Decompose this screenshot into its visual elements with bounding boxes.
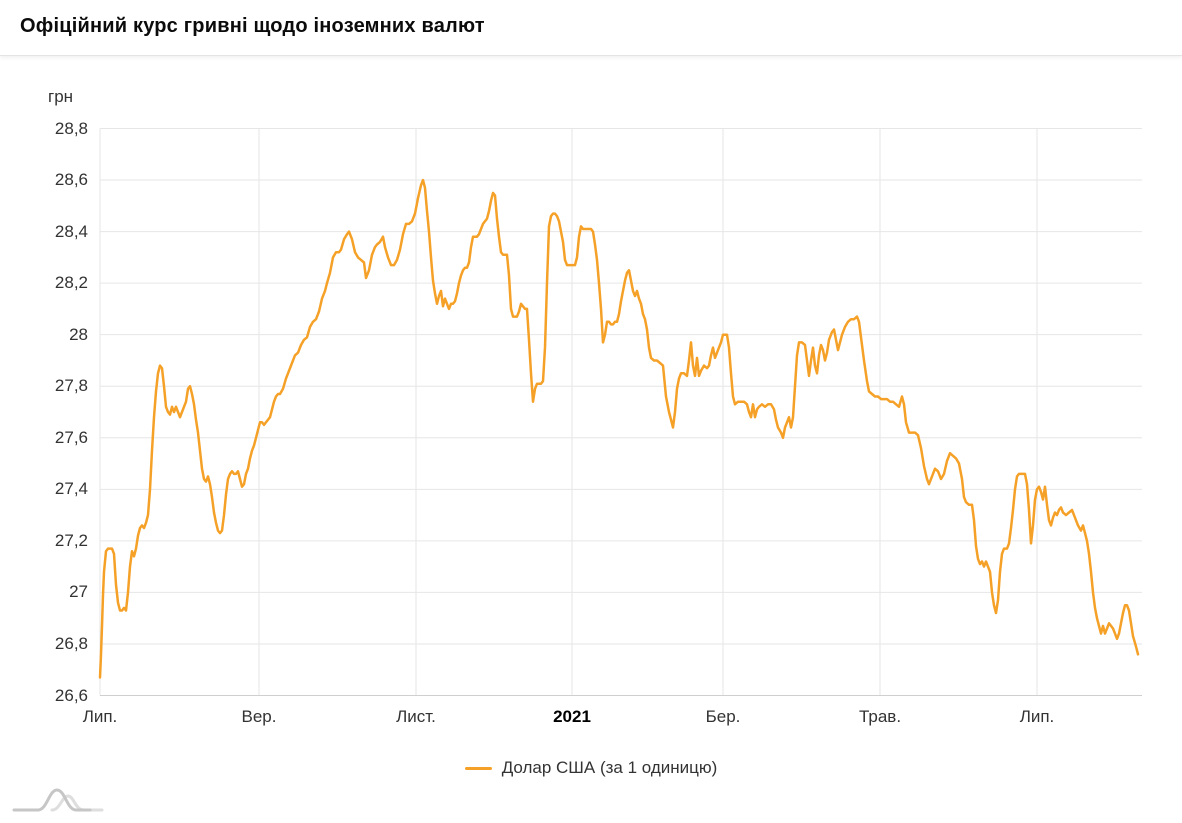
x-axis-tick-label: Вер. (241, 707, 277, 726)
y-axis-tick-label: 28,6 (54, 170, 88, 190)
y-axis-tick-label: 27,6 (54, 427, 88, 447)
page-header: Офіційний курс гривні щодо іноземних вал… (0, 0, 1182, 56)
legend-label: Долар США (за 1 одиницю) (501, 758, 718, 777)
y-axis-tick-label: 27 (69, 582, 88, 602)
line-chart-curve-logo-icon (12, 788, 104, 812)
y-axis-tick-label: 26,6 (54, 685, 88, 705)
legend-line-swatch (464, 766, 492, 770)
x-axis-tick-label: Лист. (396, 707, 436, 726)
y-axis-tick-label: 27,8 (54, 376, 88, 396)
y-axis-tick-label: 28,8 (54, 118, 88, 138)
y-axis-tick-label: 26,8 (54, 633, 88, 653)
y-axis-tick-label: 28,4 (54, 221, 88, 241)
page-title: Офіційний курс гривні щодо іноземних вал… (20, 15, 485, 37)
x-axis-tick-label: Трав. (858, 707, 902, 726)
usd-rate-line-series (98, 178, 1140, 679)
x-axis-tick-label: Лип. (82, 707, 118, 726)
x-axis-tick-label: Лип. (1019, 707, 1055, 726)
y-axis-tick-label: 28,2 (54, 273, 88, 293)
y-axis-unit-label: грн (48, 87, 74, 106)
x-axis-tick-label: Бер. (705, 707, 741, 726)
legend[interactable]: Долар США (за 1 одиницю) (0, 758, 1182, 778)
x-axis-tick-label: 2021 (553, 707, 591, 726)
y-axis-tick-label: 27,4 (54, 479, 88, 499)
y-axis-tick-label: 27,2 (54, 530, 88, 550)
y-axis-tick-label: 28 (69, 324, 88, 344)
